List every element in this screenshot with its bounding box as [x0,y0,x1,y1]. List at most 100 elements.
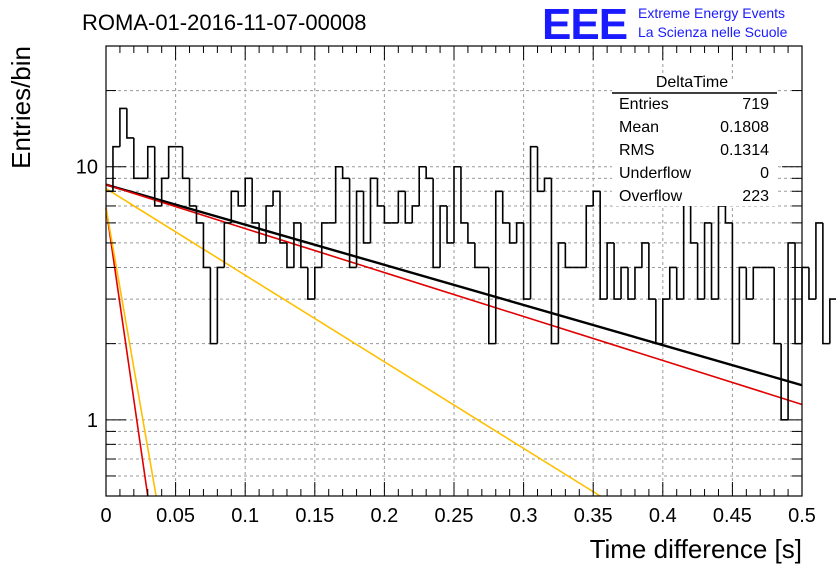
histogram-bin [703,222,712,300]
histogram-bin [808,267,816,300]
axis-ticks [105,45,803,497]
histogram-bin [202,222,211,269]
histogram-bin [376,178,385,207]
histogram-bin [550,178,559,345]
histogram-bin [286,242,294,269]
fit-curve [105,187,601,497]
histogram-bin [738,266,747,344]
histogram-bin [508,222,517,244]
fit-curve [105,183,803,387]
x-tick-label: 0.45 [713,505,752,527]
histogram-bin [314,266,322,300]
histogram-bin [529,145,538,300]
histogram-bin [237,191,246,207]
stats-box: DeltaTime Entries 719 Mean 0.1808 RMS 0.… [612,74,778,206]
histogram-bin [745,267,754,300]
histogram-bin [181,146,190,180]
histogram-bin [362,191,371,244]
histogram-bin [474,242,482,269]
histogram-bin [453,165,461,243]
histogram-bin [662,298,670,344]
histogram-bin [355,190,364,268]
stats-value-entries: 719 [742,96,769,113]
histogram-bin [689,191,698,244]
histogram-bin [467,222,475,244]
histogram-bin [696,242,705,300]
histogram-bin [119,107,127,147]
histogram-bin [773,267,782,345]
histogram-bin [320,222,329,268]
histogram-bin [787,242,796,420]
histogram-bin [488,267,496,345]
logo-line-1: Extreme Energy Events [638,5,785,21]
histogram-bin [404,191,413,224]
histogram-bin [648,242,656,300]
histogram-bin [557,242,566,344]
histogram-bin [244,177,253,206]
stats-label-entries: Entries [619,96,669,113]
histogram-bin [710,222,719,300]
histogram-bin [397,190,406,223]
histogram-bin [682,190,691,300]
histogram-bin [634,266,642,300]
stats-value-overflow: 223 [742,188,769,205]
fit-curve [105,207,157,497]
histogram-bin [543,177,552,192]
histogram-bin [724,205,733,224]
histogram-bin [613,242,622,300]
histogram-bin [522,222,531,300]
y-tick-labels: 1 10 [76,157,98,432]
stats-label-rms: RMS [619,142,655,159]
x-axis-label: Time difference [s] [590,534,802,564]
stats-label-underflow: Underflow [619,165,691,182]
histogram-bin [592,190,601,206]
histogram-bin [411,205,420,223]
histogram-bin [258,222,267,244]
histogram-bin [265,205,274,243]
fit-curve [105,207,149,497]
histogram-bin [432,178,441,269]
histogram-bin [279,191,287,244]
histogram-bin [446,205,454,244]
histogram-bin [251,178,260,224]
histogram-bin [369,177,378,243]
stats-box-title: DeltaTime [656,74,728,91]
x-tick-label: 0 [100,505,111,527]
y-axis-label: Entries/bin [6,46,36,169]
histogram-bin [300,222,308,269]
histogram-bin [599,191,608,300]
histogram-bin [383,205,392,224]
chart-title: ROMA-01-2016-11-07-00008 [82,10,367,35]
histogram-bin [620,266,628,300]
stats-value-rms: 0.1314 [720,142,769,159]
histogram-bin [272,190,280,206]
histogram-bin [801,266,809,344]
histogram-bin [195,205,204,224]
y-tick-label: 10 [76,157,98,179]
x-tick-label: 0.1 [231,505,259,527]
histogram-bin [829,298,836,344]
histogram-bin [822,222,830,345]
histogram-bin [752,266,761,300]
histogram-bin [348,178,357,269]
histogram-bin [334,165,343,223]
histogram-bin [209,267,218,345]
histogram-bin [153,146,162,207]
histogram-bin [585,205,594,268]
histogram-bin [126,108,134,139]
histogram-bin [425,166,434,180]
x-tick-label: 0.5 [788,505,816,527]
histogram-bin [230,190,239,223]
histogram-bin [501,191,510,224]
histogram-bin [717,205,726,300]
histogram-bin [564,242,573,269]
histogram-bin [655,299,663,345]
histogram-bin [815,222,823,300]
histogram-bin [223,222,232,268]
x-tick-label: 0.3 [510,505,538,527]
histogram-bin [794,242,802,345]
x-tick-labels: 0 0.05 0.1 0.15 0.2 0.25 0.3 0.35 0.4 0.45 0.5 [100,505,815,527]
stats-value-underflow: 0 [760,165,769,182]
histogram-bin [216,266,225,344]
